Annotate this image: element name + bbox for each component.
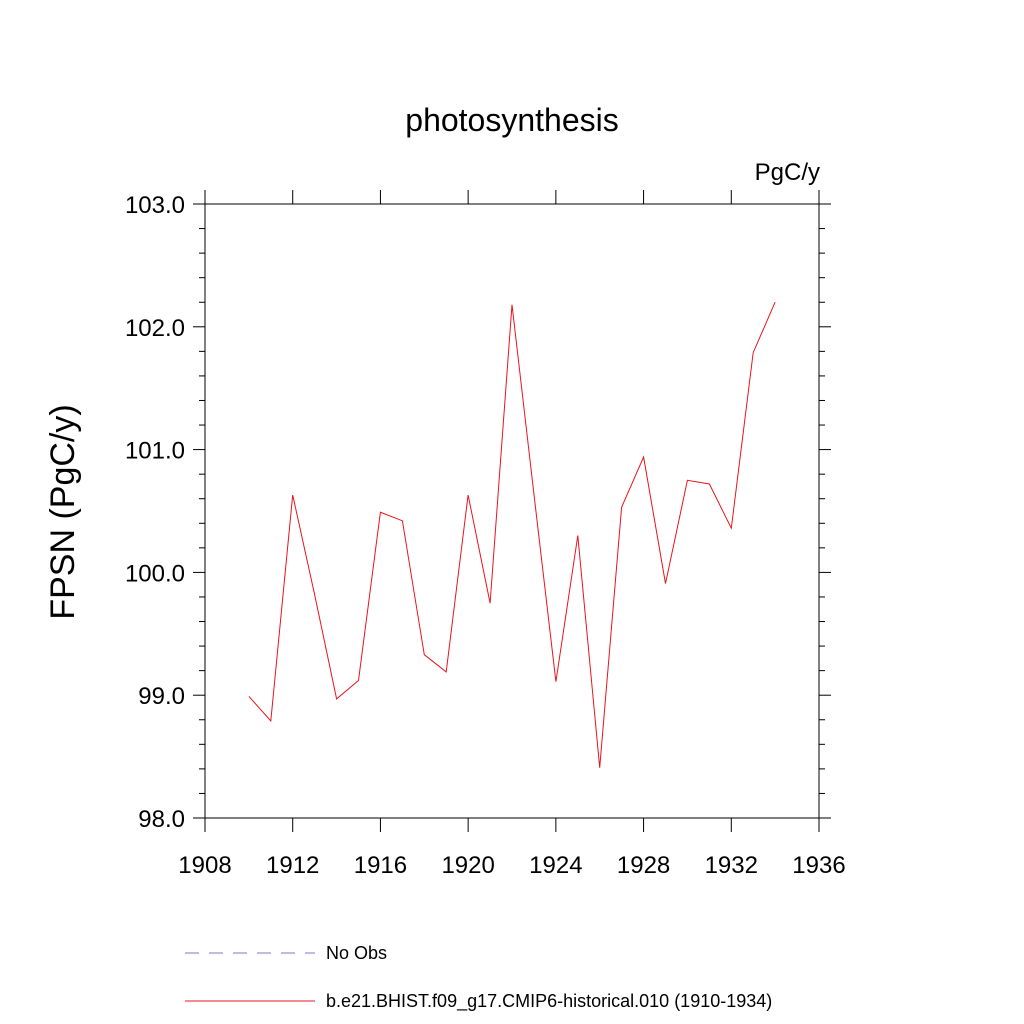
y-tick-label: 100.0 bbox=[125, 560, 185, 587]
x-tick-labels: 1908 1912 1916 1920 1924 1928 1932 1936 bbox=[178, 852, 845, 879]
plot-frame bbox=[204, 203, 820, 819]
axis-ticks bbox=[193, 190, 831, 832]
x-tick-label: 1928 bbox=[617, 852, 670, 879]
x-tick-label: 1912 bbox=[266, 852, 319, 879]
y-tick-labels: 98.0 99.0 100.0 101.0 102.0 103.0 bbox=[125, 192, 185, 833]
x-tick-label: 1936 bbox=[792, 852, 845, 879]
x-tick-label: 1916 bbox=[354, 852, 407, 879]
units-label: PgC/y bbox=[755, 159, 820, 186]
series-lines bbox=[248, 302, 776, 768]
chart-title: photosynthesis bbox=[405, 102, 618, 138]
legend-label-model: b.e21.BHIST.f09_g17.CMIP6-historical.010… bbox=[326, 991, 772, 1012]
x-tick-label: 1924 bbox=[529, 852, 582, 879]
y-tick-label: 103.0 bbox=[125, 192, 185, 219]
legend-label-no-obs: No Obs bbox=[326, 943, 387, 963]
y-tick-label: 101.0 bbox=[125, 438, 185, 465]
legend: No Obs b.e21.BHIST.f09_g17.CMIP6-histori… bbox=[185, 943, 772, 1012]
x-tick-label: 1932 bbox=[705, 852, 758, 879]
y-tick-label: 99.0 bbox=[138, 683, 185, 710]
y-axis-label: FPSN (PgC/y) bbox=[44, 404, 82, 619]
y-tick-label: 98.0 bbox=[138, 806, 185, 833]
series-line bbox=[248, 302, 776, 768]
x-tick-label: 1920 bbox=[441, 852, 494, 879]
x-tick-label: 1908 bbox=[178, 852, 231, 879]
y-tick-label: 102.0 bbox=[125, 315, 185, 342]
